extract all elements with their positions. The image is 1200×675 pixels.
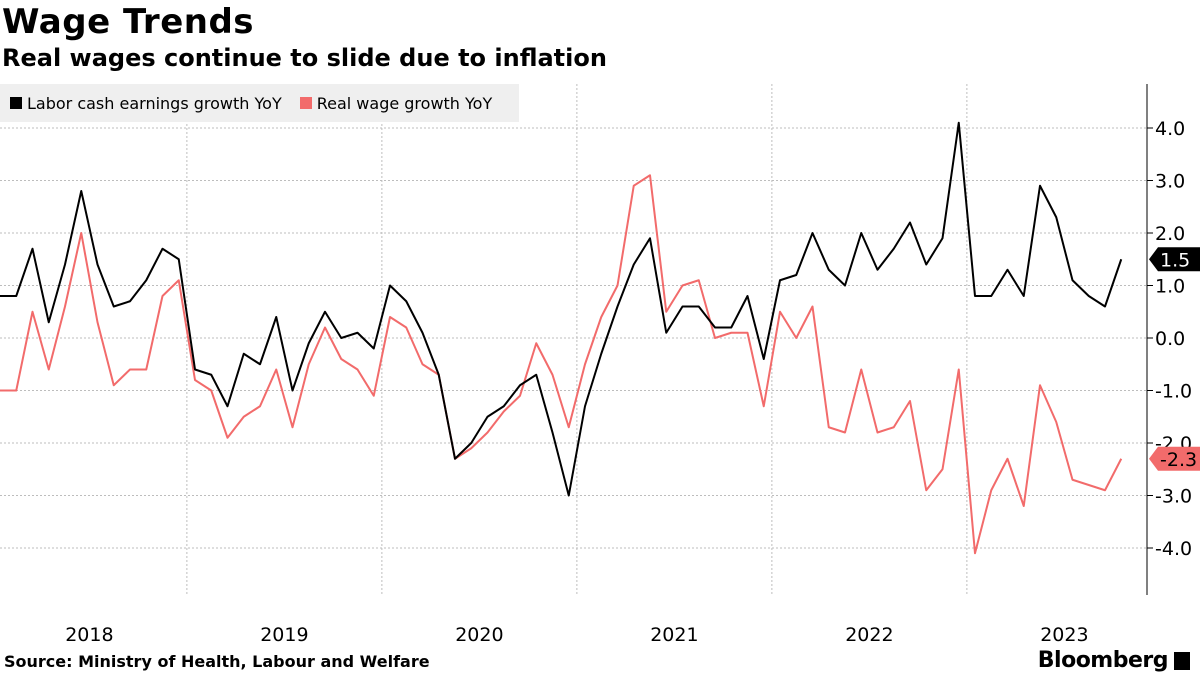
y-tick-label: 0.0 [1155, 328, 1185, 350]
x-tick-label: 2020 [455, 624, 503, 646]
real-wage-line [0, 174, 1123, 555]
x-tick-label: 2021 [650, 624, 698, 646]
y-tick-label: 4.0 [1155, 118, 1185, 140]
source-note: Source: Ministry of Health, Labour and W… [4, 652, 430, 671]
bloomberg-terminal-icon [1174, 651, 1190, 670]
x-tick-label: 2022 [845, 624, 893, 646]
legend-item-labor: Labor cash earnings growth YoY [10, 94, 282, 113]
chart-title: Wage Trends [2, 2, 255, 42]
y-tick-label: -4.0 [1155, 538, 1192, 560]
x-tick-label: 2023 [1040, 624, 1088, 646]
y-tick-label: 1.0 [1155, 276, 1185, 298]
x-tick-label: 2018 [65, 624, 113, 646]
brand-name: Bloomberg [1037, 648, 1169, 673]
labor-earnings-line [0, 121, 1123, 497]
legend-label-labor: Labor cash earnings growth YoY [27, 93, 282, 113]
legend-label-real: Real wage growth YoY [316, 93, 493, 113]
real-end-value-tag-label: -2.3 [1160, 449, 1197, 471]
legend-swatch-labor [10, 97, 22, 109]
y-tick-label: -1.0 [1155, 381, 1192, 403]
y-tick-label: -3.0 [1155, 486, 1192, 508]
x-tick-label: 2019 [260, 624, 308, 646]
legend-swatch-real [299, 97, 312, 109]
y-tick-label: 2.0 [1155, 223, 1185, 245]
bloomberg-logo: Bloomberg [1038, 648, 1190, 673]
real-end-value-tag [1149, 446, 1200, 471]
legend-item-real: Real wage growth YoY [299, 93, 493, 113]
y-tick-label: 3.0 [1155, 171, 1185, 193]
labor-end-value-tag [1149, 247, 1200, 272]
chart-subtitle: Real wages continue to slide due to infl… [2, 44, 607, 72]
labor-end-value-tag-label: 1.5 [1160, 249, 1190, 271]
chart-legend: Labor cash earnings growth YoY Real wage… [0, 84, 519, 122]
